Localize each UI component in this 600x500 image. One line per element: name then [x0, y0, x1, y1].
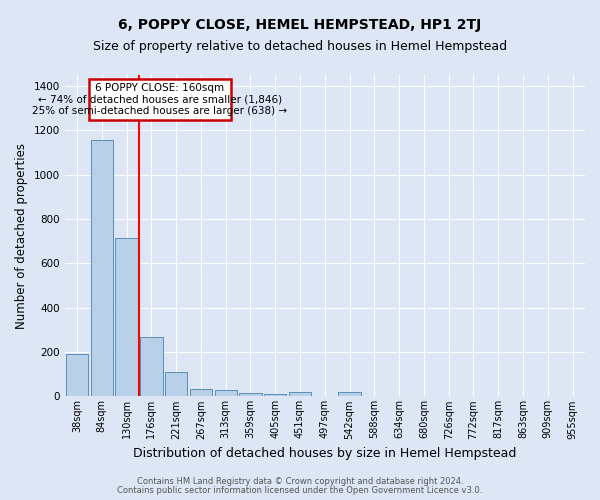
Bar — [91, 140, 113, 396]
X-axis label: Distribution of detached houses by size in Hemel Hempstead: Distribution of detached houses by size … — [133, 447, 517, 460]
Bar — [115, 238, 138, 396]
Bar — [215, 390, 237, 396]
Bar — [289, 392, 311, 396]
Bar — [338, 392, 361, 396]
Y-axis label: Number of detached properties: Number of detached properties — [15, 142, 28, 328]
Text: 25% of semi-detached houses are larger (638) →: 25% of semi-detached houses are larger (… — [32, 106, 287, 116]
Text: Size of property relative to detached houses in Hemel Hempstead: Size of property relative to detached ho… — [93, 40, 507, 53]
Bar — [66, 354, 88, 397]
Text: 6 POPPY CLOSE: 160sqm: 6 POPPY CLOSE: 160sqm — [95, 83, 224, 93]
Text: Contains public sector information licensed under the Open Government Licence v3: Contains public sector information licen… — [118, 486, 482, 495]
Bar — [165, 372, 187, 396]
Text: ← 74% of detached houses are smaller (1,846): ← 74% of detached houses are smaller (1,… — [38, 94, 282, 104]
Bar — [190, 388, 212, 396]
Bar — [140, 336, 163, 396]
Bar — [89, 79, 230, 120]
Text: 6, POPPY CLOSE, HEMEL HEMPSTEAD, HP1 2TJ: 6, POPPY CLOSE, HEMEL HEMPSTEAD, HP1 2TJ — [118, 18, 482, 32]
Text: Contains HM Land Registry data © Crown copyright and database right 2024.: Contains HM Land Registry data © Crown c… — [137, 477, 463, 486]
Bar — [264, 394, 286, 396]
Bar — [239, 393, 262, 396]
